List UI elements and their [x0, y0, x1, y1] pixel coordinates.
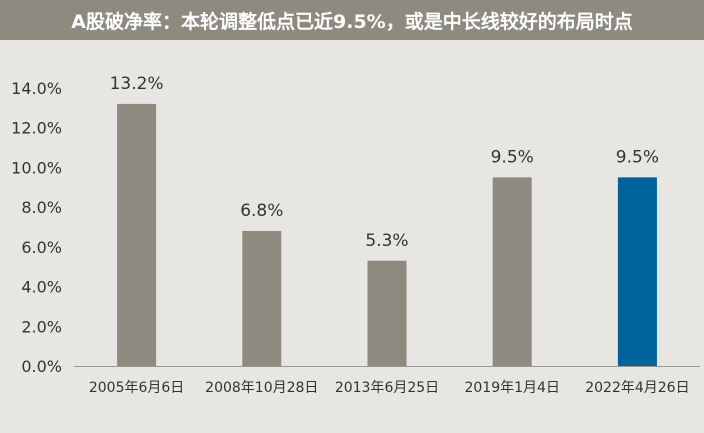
bar: [117, 103, 157, 366]
bar-value-label: 9.5%: [491, 147, 534, 167]
chart-area: 0.0% 2.0% 4.0% 6.0% 8.0% 10.0% 12.0% 14.0% 13.2…: [0, 40, 704, 429]
bar-value-label: 13.2%: [110, 74, 164, 94]
bar-value-label: 9.5%: [616, 147, 659, 167]
value-labels: 13.2% 6.8% 5.3% 9.5% 9.5%: [110, 74, 659, 251]
y-tick-label: 14.0%: [11, 79, 62, 98]
y-axis: 0.0% 2.0% 4.0% 6.0% 8.0% 10.0% 12.0% 14.0%: [11, 79, 62, 376]
x-tick-label: 2019年1月4日: [464, 380, 559, 396]
y-tick-label: 12.0%: [11, 119, 62, 138]
y-tick-label: 6.0%: [21, 238, 62, 257]
y-tick-label: 2.0%: [21, 317, 62, 336]
bar: [492, 177, 532, 366]
bar: [367, 260, 407, 366]
chart-title: A股破净率：本轮调整低点已近9.5%，或是中长线较好的布局时点: [0, 0, 704, 40]
x-tick-label: 2005年6月6日: [89, 380, 184, 396]
y-tick-label: 8.0%: [21, 198, 62, 217]
x-tick-label: 2008年10月28日: [205, 380, 318, 396]
bars: [117, 103, 657, 366]
y-tick-label: 10.0%: [11, 158, 62, 177]
y-tick-label: 0.0%: [21, 357, 62, 376]
x-tick-label: 2013年6月25日: [335, 380, 439, 396]
bar: [617, 177, 657, 366]
x-axis: 2005年6月6日 2008年10月28日 2013年6月25日 2019年1月4日 2…: [74, 366, 700, 396]
bar-value-label: 6.8%: [240, 201, 283, 221]
y-tick-label: 4.0%: [21, 278, 62, 297]
bar-value-label: 5.3%: [365, 231, 408, 251]
x-tick-label: 2022年4月26日: [585, 380, 689, 396]
bar: [242, 230, 282, 366]
bar-chart: 0.0% 2.0% 4.0% 6.0% 8.0% 10.0% 12.0% 14.0% 13.2…: [11, 74, 700, 396]
